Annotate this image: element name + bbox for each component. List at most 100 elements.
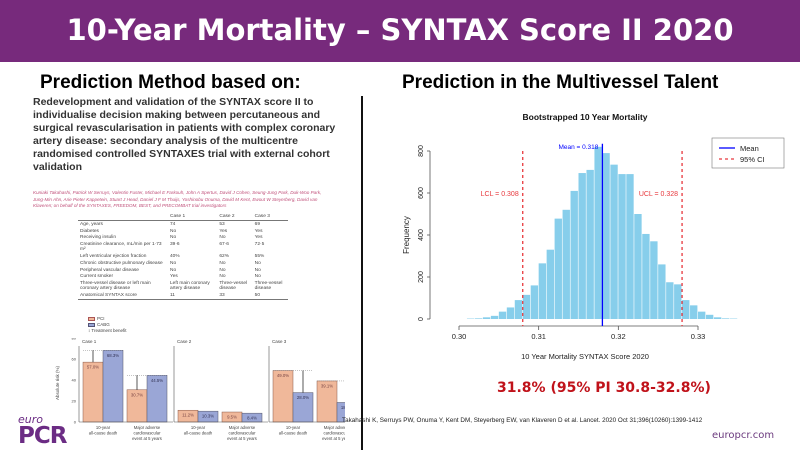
table-cell: 40%	[170, 254, 180, 260]
table-row: Creatinine clearance, mL/min per 1·73 m²…	[78, 241, 288, 253]
table-cell: Yes	[170, 274, 178, 280]
histogram-bar	[690, 305, 698, 319]
histogram-bar	[602, 153, 610, 319]
legend-pci: PCI	[97, 316, 105, 321]
category-label: cardiovascular	[134, 431, 162, 436]
bar-label-pci: 9.5%	[227, 415, 237, 420]
histogram-bar	[554, 218, 562, 319]
table-cell: Left ventricular ejection fraction	[80, 254, 147, 260]
histogram-bar	[546, 249, 554, 319]
table-cell: No	[170, 267, 177, 273]
bar-label-cabg: 8.4%	[247, 416, 257, 421]
arrow-icon: ↕	[88, 328, 92, 333]
table-cell: No	[219, 274, 226, 280]
category-label: Major adverse	[229, 425, 256, 430]
table-cell: No	[254, 260, 261, 266]
left-heading: Prediction Method based on:	[40, 72, 301, 93]
right-heading: Prediction in the Multivessel Talent	[402, 72, 719, 93]
table-cell: Chronic obstructive pulmonary disease	[80, 260, 163, 266]
table-row: Three-vessel disease or left main corona…	[78, 280, 288, 292]
category-label: 10-year	[286, 425, 301, 430]
bar-cabg	[336, 402, 345, 423]
legend-entry: 95% CI	[740, 155, 765, 164]
table-cell: Yes	[219, 228, 228, 234]
site-url[interactable]: europcr.com	[712, 430, 775, 441]
table-row: Receiving insulin No No Yes	[78, 235, 288, 242]
histogram-bar	[713, 317, 722, 319]
category-label: Major adverse	[134, 425, 161, 430]
prediction-result: 31.8% (95% PI 30.8-32.8%)	[497, 380, 711, 396]
histogram-bar	[506, 307, 515, 319]
table-row: Chronic obstructive pulmonary disease No N…	[78, 260, 288, 267]
bar-label-pci: 11.2%	[182, 413, 194, 418]
table-header: Case 2	[217, 213, 253, 221]
histogram-bar	[522, 294, 531, 319]
bar-label-cabg: 10.3%	[202, 414, 214, 419]
histogram-bar	[474, 318, 483, 319]
x-tick-label: 0.32	[611, 332, 626, 341]
table-cell: Yes	[254, 235, 263, 241]
table-cell: Three-vessel disease	[219, 281, 248, 292]
case-legend: PCI CABG ↕ Treatment benefit	[88, 316, 127, 334]
table-header	[78, 213, 168, 221]
bar-label-cabg: 68.3%	[107, 353, 119, 358]
table-cell: No	[170, 260, 177, 266]
histogram-bar	[698, 311, 706, 319]
table-cell: Age, years	[80, 221, 103, 227]
table-cell: Yes	[254, 228, 263, 234]
y-tick: 0	[74, 420, 77, 425]
case-bar-charts: Absolute risk (%) Case 1 0 20 40 60 80 57.0% 68.…	[55, 338, 345, 441]
y-tick-label: 200	[418, 271, 425, 283]
histogram-bar	[610, 164, 618, 319]
slide-title: 10-Year Mortality – SYNTAX Score II 2020	[0, 0, 800, 62]
histogram-bar	[658, 264, 666, 319]
histogram-bar	[514, 300, 523, 319]
legend-cabg: CABG	[97, 322, 110, 327]
table-cell: Creatinine clearance, mL/min per 1·73 m²	[80, 242, 162, 253]
histogram-bar	[570, 190, 578, 319]
table-cell: Left main coronary artery disease	[170, 281, 210, 292]
case-table: Case 1 Case 2 Case 3 Age, years 74 53 69 Diabe…	[78, 213, 288, 300]
table-cell: No	[219, 235, 226, 241]
histogram-bar	[578, 173, 586, 319]
x-tick-label: 0.31	[531, 332, 546, 341]
histogram-bar	[498, 311, 507, 319]
histogram-bar	[721, 318, 730, 319]
europcr-logo: euro PCR	[18, 413, 67, 449]
paper-authors: Kuniaki Takahashi, Patrick W Serruys, Va…	[33, 190, 322, 208]
histogram-bar	[562, 209, 570, 319]
table-cell: Receiving insulin	[80, 235, 116, 241]
table-header: Case 1	[168, 213, 218, 221]
table-cell: 74	[170, 221, 176, 227]
y-tick: 40	[72, 378, 77, 383]
histogram-bar	[650, 241, 658, 319]
table-row: Anatomical SYNTAX score 11 33 50	[78, 292, 288, 300]
legend-box	[711, 137, 785, 169]
table-cell: No	[254, 267, 261, 273]
mean-label: Mean = 0.318	[558, 144, 598, 151]
histogram-bar	[634, 214, 642, 319]
table-row: Peripheral vascular disease No No No	[78, 267, 288, 274]
divider	[361, 96, 363, 450]
pci-swatch	[88, 316, 95, 321]
table-cell: No	[170, 235, 177, 241]
x-tick-label: 0.30	[452, 332, 467, 341]
table-cell: Current smoker	[80, 274, 114, 280]
table-cell: Anatomical SYNTAX score	[78, 292, 168, 300]
bar-label-pci: 57.0%	[87, 365, 99, 370]
histogram-bar	[682, 300, 690, 319]
table-header: Case 3	[252, 213, 288, 221]
table-cell: 53	[219, 221, 225, 227]
category-label: all-cause death	[279, 431, 308, 436]
histogram-bar	[490, 315, 499, 319]
legend-benefit: Treatment benefit	[91, 328, 127, 333]
table-cell: Three-vessel disease or left main corona…	[80, 281, 151, 292]
table-cell: No	[170, 228, 177, 234]
category-label: all-cause death	[184, 431, 213, 436]
bar-pci	[82, 361, 104, 423]
ucl-label: UCL = 0.328	[639, 191, 678, 198]
category-label: event at 5 years	[227, 436, 257, 441]
citation: Takahashi K, Serruys PW, Onuma Y, Kent D…	[342, 417, 703, 424]
table-cell: Three-vessel disease	[254, 281, 283, 292]
histogram-bar	[626, 174, 634, 319]
